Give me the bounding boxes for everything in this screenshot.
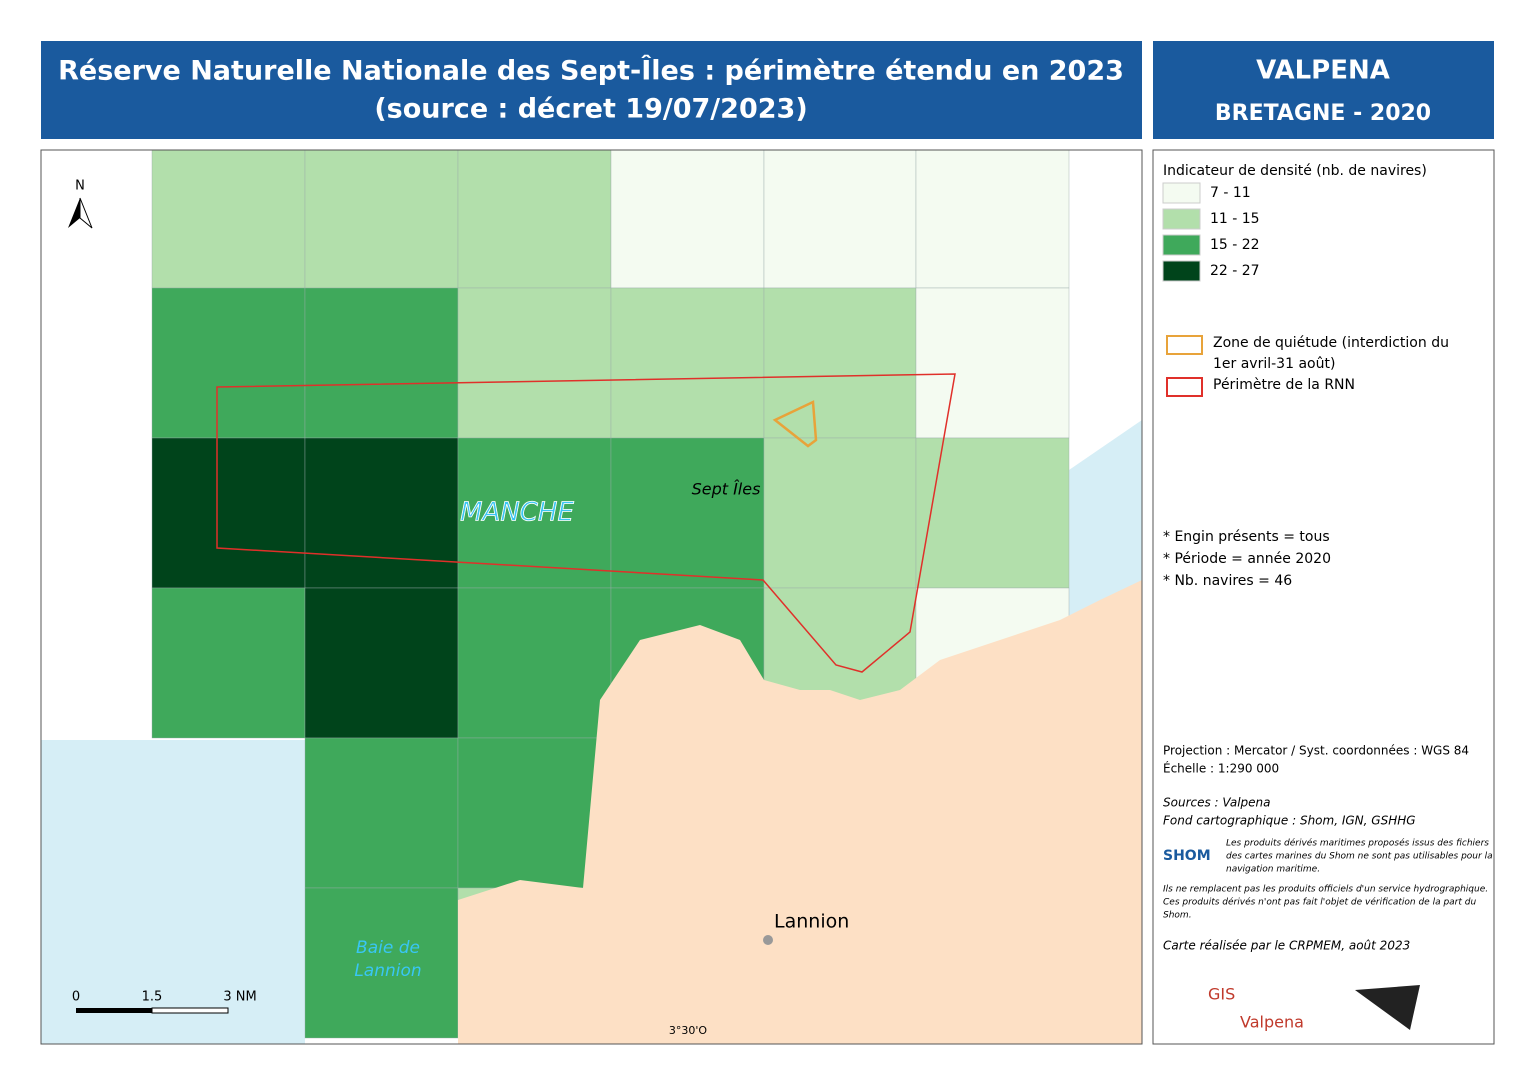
- scale-label: 3 NM: [223, 990, 256, 1005]
- legend-label: 1er avril-31 août): [1213, 356, 1335, 372]
- legend-swatch: [1162, 234, 1201, 256]
- bay-label: Baie de: [356, 938, 420, 958]
- projection: Projection : Mercator / Syst. coordonnée…: [1163, 744, 1469, 758]
- density-cell: [304, 587, 459, 739]
- title: (source : décret 19/07/2023): [374, 94, 807, 125]
- disclaimer: Ils ne remplacent pas les produits offic…: [1163, 885, 1488, 921]
- sea-label: MANCHE: [460, 498, 574, 528]
- legend-label: 7 - 11: [1210, 185, 1251, 201]
- legend-label: Zone de quiétude (interdiction du: [1213, 335, 1449, 351]
- density-cell: [915, 287, 1070, 439]
- legend-swatch: [1166, 335, 1203, 355]
- disclaimer-line: Ces produits dérivés n'ont pas fait l'ob…: [1163, 897, 1476, 908]
- sources: Sources : Valpena: [1163, 796, 1271, 810]
- map: N MANCHE Sept Îles Baie de Lannion Lanni…: [40, 149, 1143, 1045]
- north-label: N: [75, 179, 85, 194]
- legend-zones: Zone de quiétude (interdiction du 1er avr…: [1166, 335, 1449, 397]
- density-cell: [151, 149, 306, 289]
- crpmem-logo: [1355, 985, 1420, 1030]
- legend-swatch: [1162, 260, 1201, 282]
- density-cell: [151, 287, 306, 439]
- brand: VALPENA: [1256, 56, 1390, 86]
- density-cell: [763, 437, 917, 589]
- shom-notice: Les produits dérivés maritimes proposés …: [1226, 838, 1493, 875]
- density-cell: [610, 149, 765, 289]
- density-cell: [304, 887, 459, 1039]
- legend-label: 15 - 22: [1210, 237, 1260, 253]
- disclaimer-line: Ils ne remplacent pas les produits offic…: [1163, 885, 1488, 895]
- logo-valpena: Valpena: [1240, 1013, 1304, 1032]
- note: * Période = année 2020: [1163, 551, 1331, 567]
- scale-label: 0: [72, 990, 80, 1005]
- legend-label: 22 - 27: [1210, 263, 1260, 279]
- scale-text: Échelle : 1:290 000: [1163, 761, 1279, 776]
- north-arrow: [79, 197, 93, 229]
- credit: Carte réalisée par le CRPMEM, août 2023: [1163, 939, 1410, 953]
- map-frame: [40, 149, 1143, 1045]
- shom-notice-line: des cartes marines du Shom ne sont pas u…: [1226, 852, 1493, 862]
- shom-logo: SHOM: [1163, 848, 1211, 864]
- density-cell: [610, 287, 765, 439]
- island-label: Sept Îles: [692, 480, 761, 499]
- quiet-zone: [772, 400, 818, 448]
- density-cell: [610, 437, 765, 589]
- scale-bar: [76, 1008, 152, 1013]
- legend-frame: [1152, 149, 1495, 1045]
- town-label: Lannion: [774, 911, 849, 933]
- legend-label: Périmètre de la RNN: [1213, 377, 1355, 393]
- chart-shallows: [1069, 420, 1142, 620]
- legend-title: Indicateur de densité (nb. de navires): [1163, 163, 1427, 179]
- density-cell: [151, 587, 306, 739]
- scale-label: 1.5: [142, 990, 163, 1005]
- legend-label: 11 - 15: [1210, 211, 1260, 227]
- density-cell: [304, 737, 459, 889]
- title-box: [41, 41, 1142, 139]
- density-cell: [304, 287, 459, 439]
- density-cell: [915, 149, 1070, 289]
- scale-bar: [151, 1007, 229, 1014]
- density-cell: [304, 437, 459, 589]
- shom-notice-line: Les produits dérivés maritimes proposés …: [1226, 838, 1489, 849]
- subtitle: BRETAGNE - 2020: [1215, 101, 1431, 126]
- legend-swatch: [1166, 377, 1203, 397]
- density-cell: [151, 437, 306, 589]
- density-cell: [457, 287, 612, 439]
- title: Réserve Naturelle Nationale des Sept-Île…: [58, 55, 1124, 87]
- note: * Engin présents = tous: [1163, 529, 1330, 545]
- density-cell: [763, 149, 917, 289]
- density-cell: [304, 149, 459, 289]
- disclaimer-line: Shom.: [1163, 911, 1192, 921]
- legend-classes: 7 - 11 11 - 15 15 - 22 22 - 27: [1162, 182, 1260, 282]
- density-cell: [457, 149, 612, 289]
- bay-label: Lannion: [354, 961, 421, 981]
- land: [458, 580, 1142, 1044]
- legend: Indicateur de densité (nb. de navires) 7…: [1152, 149, 1495, 1045]
- density-cell: [915, 437, 1070, 589]
- legend-swatch: [1162, 208, 1201, 230]
- brand-box: [1153, 41, 1494, 139]
- logo-gis: GIS: [1208, 985, 1235, 1004]
- shom-notice-line: navigation maritime.: [1226, 865, 1320, 875]
- density-cell: [457, 587, 612, 739]
- basemap: Fond cartographique : Shom, IGN, GSHHG: [1163, 814, 1416, 828]
- north-arrow: [68, 198, 80, 228]
- legend-swatch: [1162, 182, 1201, 204]
- chart-shallows: [41, 740, 305, 1044]
- note: * Nb. navires = 46: [1163, 573, 1292, 589]
- longitude-label: 3°30'O: [669, 1024, 708, 1037]
- rnn-perimeter: [216, 373, 956, 673]
- town-point: [763, 935, 773, 945]
- notes: * Engin présents = tous * Période = année…: [1163, 529, 1331, 589]
